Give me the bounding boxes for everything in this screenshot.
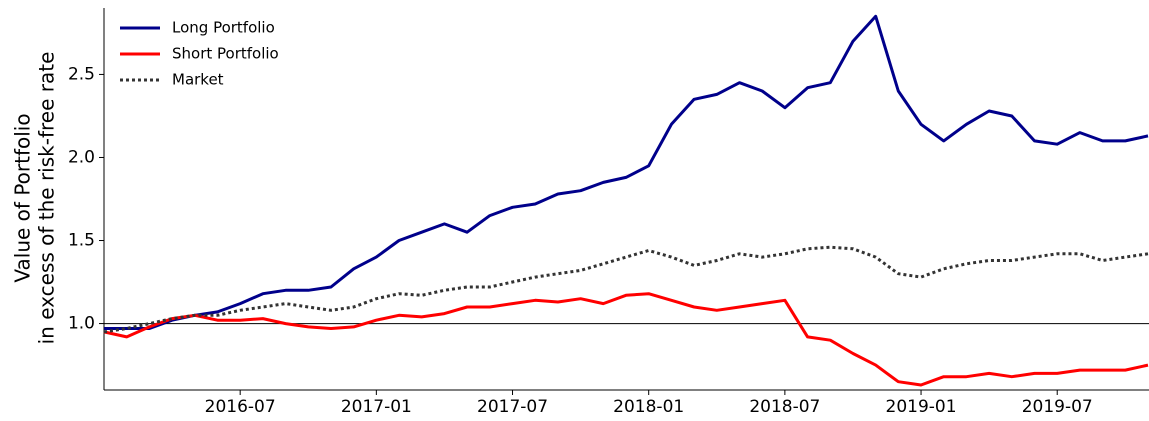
legend-label: Long Portfolio <box>172 19 275 37</box>
x-tick-label: 2019-07 <box>1022 397 1093 417</box>
legend-label: Short Portfolio <box>172 45 279 63</box>
y-tick-label: 2.5 <box>68 64 95 84</box>
series-line <box>103 292 1149 387</box>
x-tick-label: 2016-07 <box>205 397 276 417</box>
x-tick-label: 2019-01 <box>886 397 957 417</box>
y-tick-label: 1.5 <box>68 231 95 251</box>
x-tick-label: 2017-01 <box>341 397 412 417</box>
x-tick-label: 2018-07 <box>749 397 820 417</box>
y-label: in excess of the risk-free rate <box>35 52 59 345</box>
y-label: Value of Portfolio <box>11 113 35 282</box>
x-tick-label: 2018-01 <box>613 397 684 417</box>
x-tick-label: 2017-07 <box>477 397 548 417</box>
series-line <box>103 245 1149 334</box>
legend-label: Market <box>172 71 224 89</box>
y-tick-label: 1.0 <box>68 314 95 334</box>
y-tick-label: 2.0 <box>68 147 95 167</box>
series-line <box>104 14 1149 330</box>
